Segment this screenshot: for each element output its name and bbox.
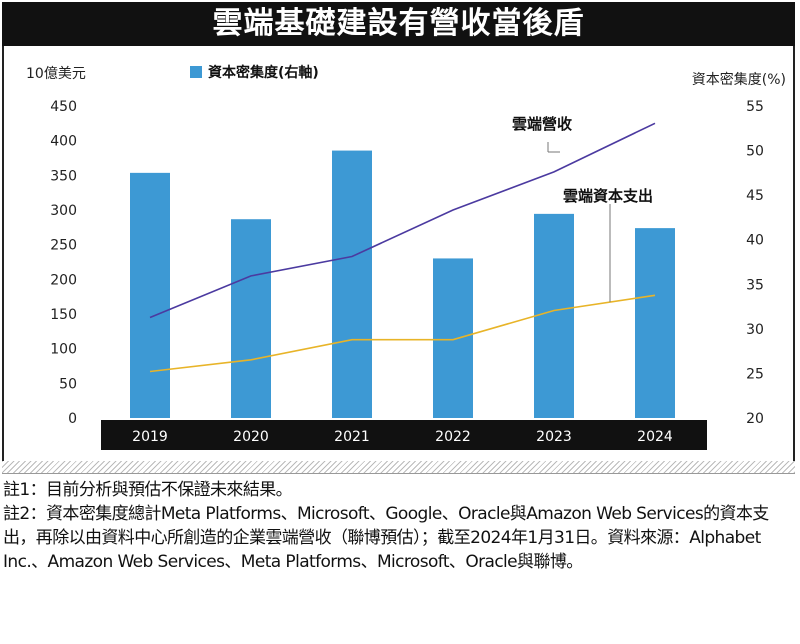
bar-2019 — [130, 172, 170, 418]
left-tick-label: 400 — [50, 134, 77, 150]
x-axis-band — [101, 420, 707, 450]
right-tick-label: 20 — [746, 411, 764, 427]
left-tick-label: 200 — [50, 272, 77, 288]
capex-line-label: 雲端資本支出 — [563, 187, 653, 205]
legend-swatch — [190, 66, 202, 78]
line-series — [149, 122, 656, 373]
left-tick-label: 150 — [50, 307, 77, 323]
x-axis-labels: 2019 2020 2021 2022 2023 2024 — [132, 429, 673, 445]
footnotes: 註1：目前分析與預估不保證未來結果。 註2：資本密集度總計Meta Platfo… — [3, 478, 799, 574]
right-tick-label: 40 — [746, 233, 764, 249]
x-tick-label: 2019 — [132, 429, 168, 445]
footnote-1: 註1：目前分析與預估不保證未來結果。 — [3, 480, 293, 500]
right-axis-title: 資本密集度(%) — [692, 71, 786, 88]
x-tick-label: 2020 — [233, 429, 269, 445]
left-axis-ticks: 0 50 100 150 200 250 300 350 400 450 — [50, 99, 77, 427]
right-tick-label: 35 — [746, 277, 764, 293]
chart-plot: 0 50 100 150 200 250 300 350 400 450 20 25 30 35 40 45… — [26, 64, 786, 450]
bar-2023 — [534, 213, 574, 418]
left-tick-label: 450 — [50, 99, 77, 115]
bar-2021 — [332, 150, 372, 419]
bar-2022 — [433, 258, 473, 418]
left-tick-label: 250 — [50, 238, 77, 254]
hatched-divider — [2, 461, 795, 474]
left-tick-label: 300 — [50, 203, 77, 219]
right-tick-label: 45 — [746, 188, 764, 204]
revenue-line — [149, 122, 656, 319]
left-tick-label: 100 — [50, 342, 77, 358]
right-tick-label: 55 — [746, 99, 764, 115]
capex-line — [149, 294, 656, 373]
bar-2024 — [635, 228, 675, 418]
x-tick-label: 2022 — [435, 429, 471, 445]
chart-title: 雲端基礎建設有營收當後盾 — [2, 2, 795, 46]
left-tick-label: 350 — [50, 168, 77, 184]
left-tick-label: 0 — [68, 411, 77, 427]
x-tick-label: 2021 — [334, 429, 370, 445]
x-tick-label: 2024 — [637, 429, 673, 445]
legend-label: 資本密集度(右軸) — [208, 64, 319, 81]
right-tick-label: 25 — [746, 366, 764, 382]
left-tick-label: 50 — [59, 376, 77, 392]
bar-series — [130, 150, 675, 419]
right-axis-ticks: 20 25 30 35 40 45 50 55 — [746, 99, 764, 427]
right-tick-label: 30 — [746, 322, 764, 338]
bar-2020 — [231, 219, 271, 418]
revenue-line-label: 雲端營收 — [512, 115, 572, 133]
right-tick-label: 50 — [746, 144, 764, 160]
left-axis-title: 10億美元 — [26, 66, 86, 82]
x-tick-label: 2023 — [536, 429, 572, 445]
footnote-2: 註2：資本密集度總計Meta Platforms、Microsoft、Googl… — [3, 504, 769, 572]
